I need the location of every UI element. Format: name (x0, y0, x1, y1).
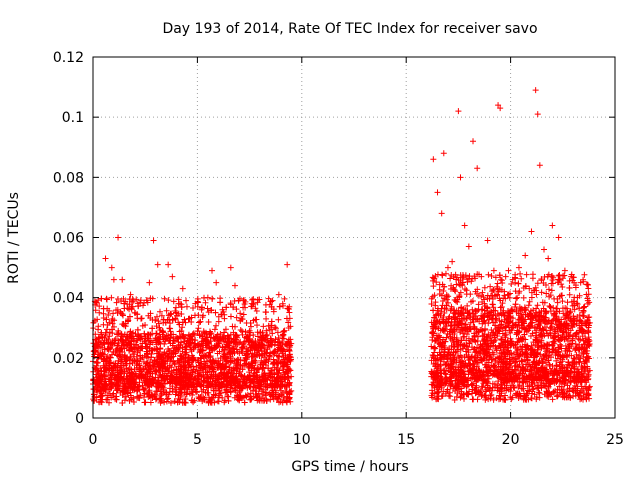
data-point (585, 282, 591, 288)
data-point (284, 316, 290, 322)
data-point (499, 280, 505, 286)
data-point (206, 319, 212, 325)
data-point (213, 323, 219, 329)
data-point (533, 305, 539, 311)
data-point (254, 308, 260, 314)
data-point (248, 397, 254, 403)
data-point (462, 286, 468, 292)
data-point (216, 319, 222, 325)
data-point (250, 296, 256, 302)
data-point (202, 300, 208, 306)
data-point (114, 397, 120, 403)
data-point (440, 288, 446, 294)
data-point (457, 395, 463, 401)
data-point (98, 296, 104, 302)
data-point (122, 397, 128, 403)
data-point (242, 399, 248, 405)
data-point (101, 315, 107, 321)
data-point (503, 274, 509, 280)
data-point (244, 320, 250, 326)
data-point (543, 291, 549, 297)
data-point (522, 306, 528, 312)
data-point (528, 333, 534, 339)
data-point (260, 323, 266, 329)
data-point (119, 400, 125, 406)
data-point (240, 345, 246, 351)
data-point (181, 316, 187, 322)
data-point (581, 272, 587, 278)
data-point (512, 275, 518, 281)
data-point (161, 296, 167, 302)
data-point (209, 296, 215, 302)
data-point (546, 286, 552, 292)
data-point (281, 336, 287, 342)
data-point (521, 295, 527, 301)
data-point (561, 272, 567, 278)
data-point (275, 317, 281, 323)
data-point (535, 302, 541, 308)
data-point (142, 399, 148, 405)
data-point (228, 313, 234, 319)
data-point (513, 295, 519, 301)
data-point (508, 281, 514, 287)
data-point (277, 304, 283, 310)
data-point (558, 293, 564, 299)
data-point (239, 328, 245, 334)
data-point (537, 395, 543, 401)
data-point (165, 297, 171, 303)
data-point (226, 398, 232, 404)
data-point (518, 276, 524, 282)
data-point (559, 298, 565, 304)
data-point (430, 283, 436, 289)
data-point (263, 309, 269, 315)
data-point (183, 298, 189, 304)
data-point (237, 310, 243, 316)
data-point (263, 316, 269, 322)
data-point (269, 318, 275, 324)
data-point (195, 299, 201, 305)
data-point (95, 327, 101, 333)
data-point (549, 287, 555, 293)
data-point (489, 273, 495, 279)
data-point (559, 284, 565, 290)
data-point (485, 272, 491, 278)
data-point (195, 325, 201, 331)
data-point (217, 299, 223, 305)
data-point (234, 315, 240, 321)
data-point (196, 320, 202, 326)
data-point (280, 332, 286, 338)
data-point (235, 357, 241, 363)
data-point (254, 322, 260, 328)
data-point (207, 330, 213, 336)
data-point (148, 399, 154, 405)
